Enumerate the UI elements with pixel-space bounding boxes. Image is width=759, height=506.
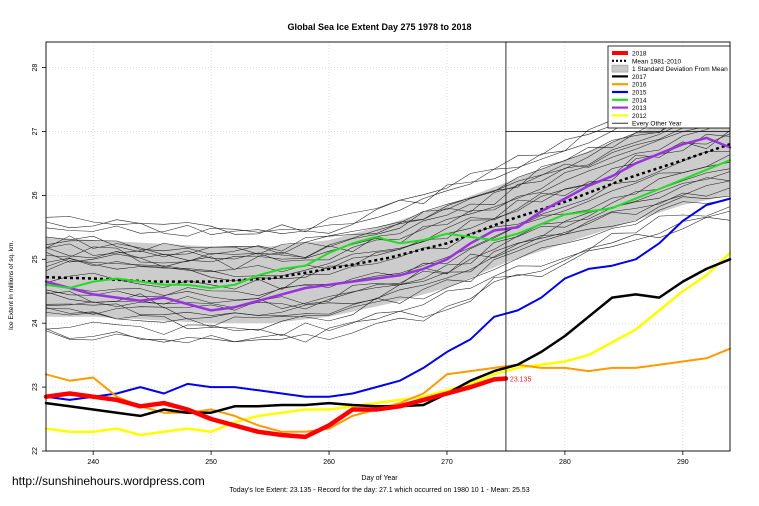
series-line-2014 <box>45 159 731 289</box>
legend-label: 2013 <box>632 105 647 112</box>
other-year-line <box>45 206 731 336</box>
legend-swatch <box>611 64 629 73</box>
y-tick-label: 25 <box>32 255 39 263</box>
std-dev-band <box>46 102 730 324</box>
reference-markers: 23.135 <box>505 42 730 451</box>
other-year-line <box>45 102 731 255</box>
std-dev-area <box>46 102 730 324</box>
other-year-line <box>45 210 731 344</box>
plot-frame <box>45 41 731 452</box>
other-year-line <box>45 109 731 255</box>
other-year-line <box>45 216 731 343</box>
chart-title: Global Sea Ice Extent Day 275 1978 to 20… <box>287 22 472 32</box>
legend-label: Mean 1981-2010 <box>632 58 682 65</box>
legend-box <box>607 45 731 129</box>
y-tick-label: 28 <box>32 64 39 72</box>
y-tick-label: 23 <box>32 383 39 391</box>
legend-label: Every Other Year <box>632 121 682 128</box>
other-year-line <box>45 111 731 260</box>
legend-label: 2017 <box>632 74 647 81</box>
y-tick-label: 22 <box>32 447 39 455</box>
end-value-label: 23.135 <box>510 376 532 383</box>
watermark-url[interactable]: http://sunshinehours.wordpress.com <box>12 474 205 488</box>
mean-line <box>45 143 731 283</box>
other-year-line <box>45 180 731 316</box>
y-tick-label: 26 <box>32 191 39 199</box>
other-year-line <box>45 195 731 328</box>
x-tick-label: 240 <box>87 459 99 466</box>
y-tick-label: 27 <box>32 127 39 135</box>
legend-label: 2014 <box>632 97 647 104</box>
legend-label: 2016 <box>632 82 647 89</box>
other-year-line <box>45 161 731 301</box>
other-year-line <box>45 134 731 277</box>
x-tick-label: 280 <box>559 459 571 466</box>
y-tick-label: 24 <box>32 319 39 327</box>
other-year-line <box>45 154 731 297</box>
legend-label: 2018 <box>632 51 647 58</box>
axes: 240 250 260 270 280 290 22 23 24 25 26 27 28 <box>32 41 731 466</box>
x-tick-label: 260 <box>323 459 335 466</box>
legend-label: 2015 <box>632 90 647 97</box>
other-year-line <box>45 117 731 263</box>
other-year-line <box>45 130 731 282</box>
series-line-2015 <box>45 197 731 401</box>
x-tick-label: 270 <box>441 459 453 466</box>
x-axis-label: Day of Year <box>361 475 398 482</box>
series-line-2012 <box>44 251 732 437</box>
series-line-2018 <box>43 376 509 440</box>
y-axis-label: Ice Extent in millions of sq. km. <box>8 240 15 330</box>
legend-label: 2012 <box>632 113 647 120</box>
series-lines <box>43 136 732 440</box>
series-line-2013 <box>44 136 732 312</box>
legend-label: 1 Standard Deviation From Mean <box>632 66 728 73</box>
other-year-line <box>45 109 731 255</box>
other-year-line <box>45 187 731 320</box>
chart-footer: Today's Ice Extent: 23.135 - Record for … <box>229 487 530 494</box>
other-year-line <box>45 199 731 331</box>
x-tick-label: 250 <box>205 459 217 466</box>
x-tick-label: 290 <box>677 459 689 466</box>
